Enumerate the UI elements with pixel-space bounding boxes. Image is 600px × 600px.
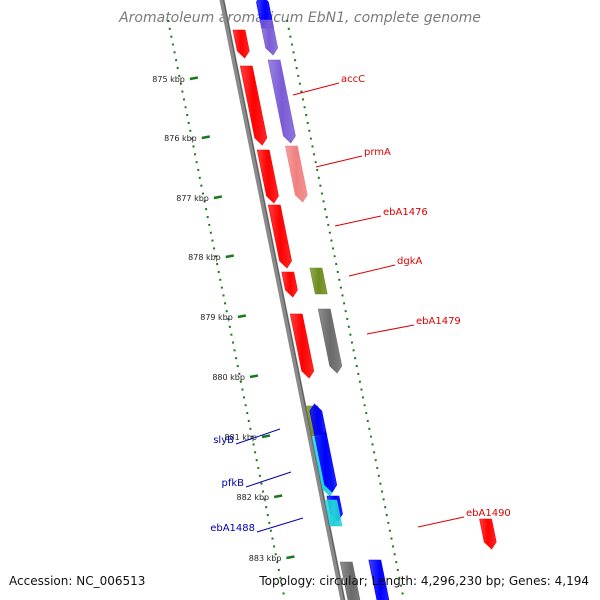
backbone-edge — [222, 0, 345, 600]
dots-inner — [167, 19, 286, 600]
gene-label-leader — [366, 324, 415, 335]
gene-feature[interactable] — [239, 65, 268, 146]
genome-title: Aromatoleum aromaticum EbN1, complete ge… — [119, 10, 481, 26]
gene-label-eba1488[interactable]: ebA1488 — [210, 523, 255, 534]
gene-feature[interactable] — [339, 561, 362, 600]
kbp-tick — [237, 314, 247, 319]
gene-label-dgka[interactable]: dgkA — [397, 256, 422, 267]
gene-labels-layer[interactable]: accC prmA ebA1476 dgkA ebA1479 ebA1490 slyB pfk… — [210, 74, 511, 534]
kbp-tick — [273, 494, 283, 499]
genome-backbone — [219, 0, 346, 600]
kbp-tick — [213, 195, 223, 200]
kbp-tick-label: 878 kbp — [188, 253, 221, 262]
gene-label-leader — [315, 155, 363, 168]
gene-feature[interactable] — [285, 145, 308, 203]
kbp-tick — [286, 555, 295, 560]
gene-feature[interactable] — [281, 271, 298, 298]
gene-label-slyb[interactable]: slyB — [213, 435, 234, 446]
kbp-tick-label: 883 kbp — [249, 554, 282, 563]
kbp-tick-label: 875 kbp — [152, 75, 185, 84]
kbp-tick — [225, 254, 234, 259]
gene-feature[interactable] — [289, 313, 315, 379]
genome-stats-text: Topology: circular; Length: 4,296,230 bp… — [259, 574, 589, 588]
genes-layer[interactable] — [232, 0, 497, 600]
gene-label-leader — [417, 516, 465, 528]
backbone-line — [219, 0, 346, 600]
gene-label-eba1476[interactable]: ebA1476 — [383, 207, 428, 218]
gene-feature[interactable] — [313, 431, 338, 493]
kbp-tick-label: 879 kbp — [200, 313, 233, 322]
gene-label-pfkb[interactable]: pfkB — [221, 478, 244, 489]
accession-text: Accession: NC_006513 — [9, 574, 146, 588]
gene-feature[interactable] — [256, 149, 279, 204]
gene-label-leader — [245, 471, 292, 488]
kbp-tick-label: 876 kbp — [164, 134, 197, 143]
gene-label-leader — [348, 264, 396, 277]
gene-feature[interactable] — [259, 19, 278, 56]
gene-label-prma[interactable]: prmA — [364, 147, 391, 158]
gene-feature[interactable] — [232, 29, 250, 59]
kbp-tick-label: 880 kbp — [212, 373, 245, 382]
gene-feature[interactable] — [317, 308, 343, 374]
kbp-tick — [201, 135, 211, 140]
gene-label-eba1479[interactable]: ebA1479 — [416, 316, 461, 327]
gene-feature[interactable] — [479, 518, 497, 550]
dots-outer — [286, 19, 405, 600]
gene-feature[interactable] — [324, 499, 343, 527]
gene-feature[interactable] — [267, 59, 296, 144]
gene-label-leader — [334, 215, 382, 227]
gene-label-leader — [235, 428, 281, 445]
kbp-tick — [249, 374, 259, 379]
kbp-tick — [261, 434, 271, 439]
gene-label-leader — [292, 82, 340, 96]
gene-label-eba1490[interactable]: ebA1490 — [466, 508, 511, 519]
gene-feature[interactable] — [368, 559, 392, 600]
kbp-tick-label: 877 kbp — [176, 194, 209, 203]
kbp-tick-label: 882 kbp — [237, 493, 270, 502]
gene-feature[interactable] — [267, 204, 292, 269]
kbp-ticks-layer: 875 kbp 876 kbp 877 kbp 878 kbp 879 kbp 880 k… — [152, 75, 295, 563]
kbp-tick — [189, 76, 199, 81]
gene-feature[interactable] — [309, 267, 328, 295]
gene-label-accc[interactable]: accC — [341, 74, 365, 85]
kbp-tick-label: 881 kbp — [224, 433, 257, 442]
gene-label-leader — [256, 517, 304, 533]
